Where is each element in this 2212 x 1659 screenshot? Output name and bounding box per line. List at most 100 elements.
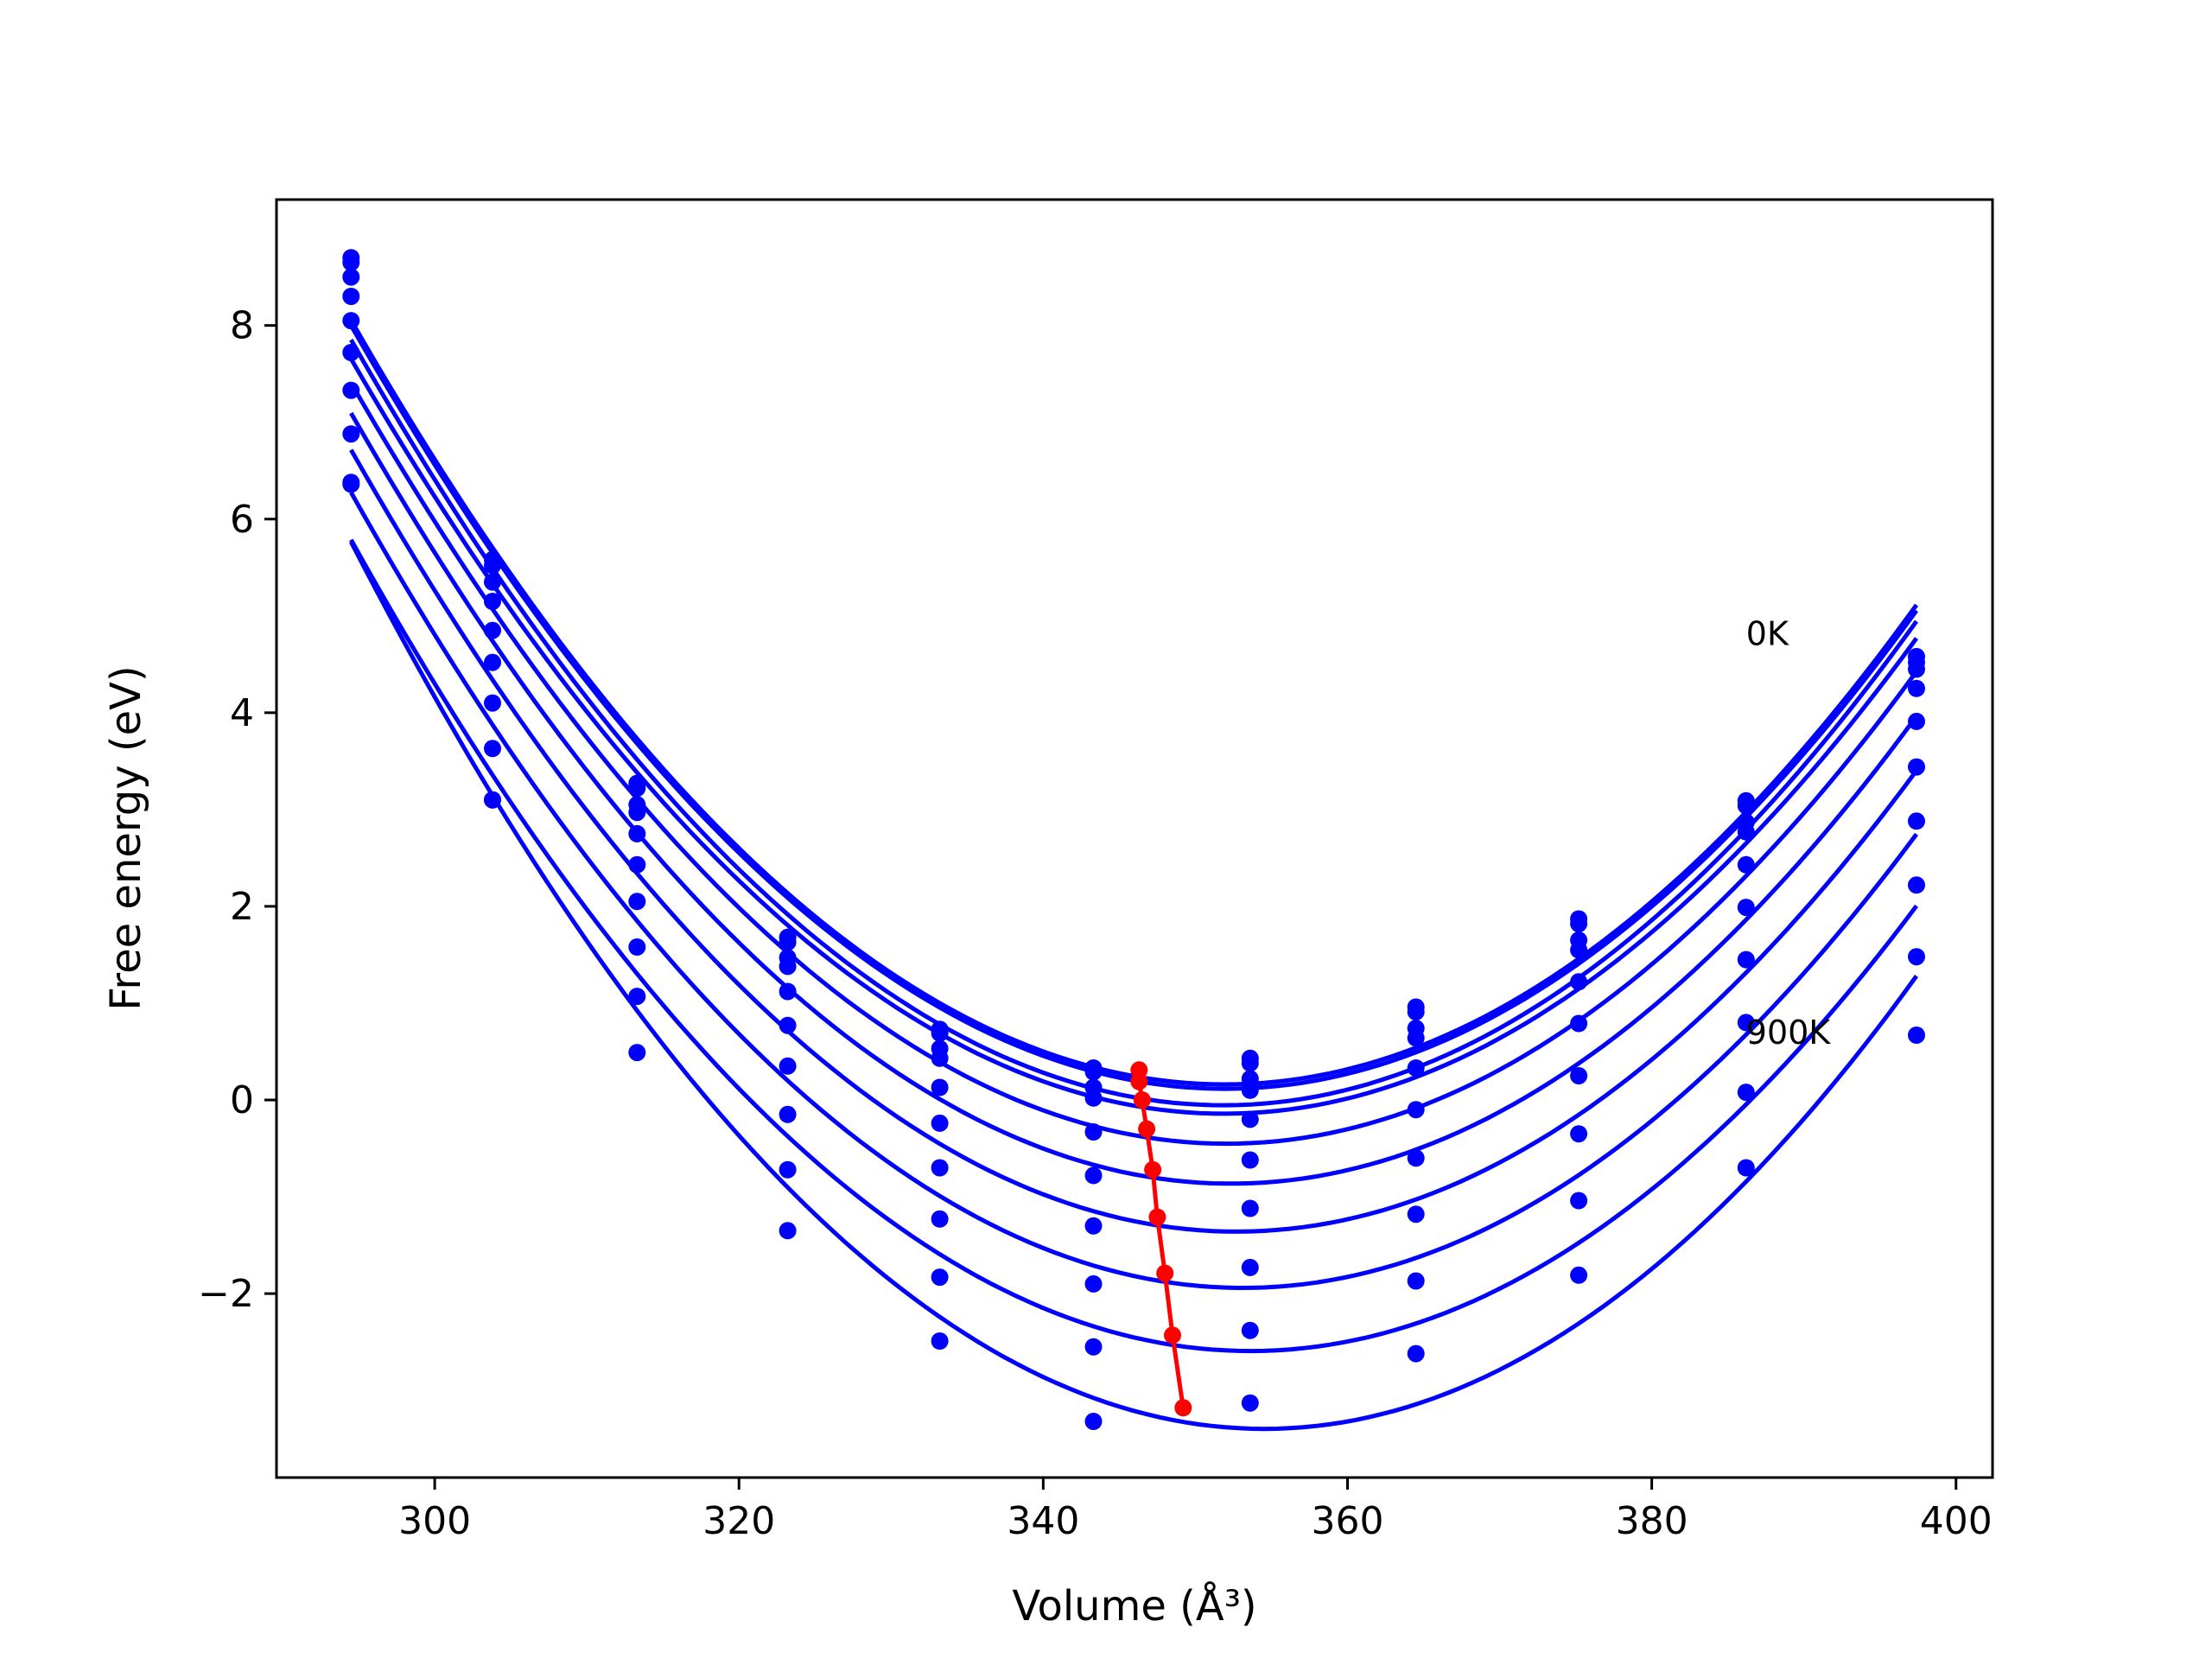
data-point bbox=[484, 653, 501, 671]
data-point bbox=[628, 988, 646, 1006]
points-layer bbox=[342, 249, 1925, 1430]
data-point bbox=[1084, 1166, 1103, 1185]
data-point bbox=[1737, 1159, 1755, 1177]
y-tick-label: 0 bbox=[230, 1078, 254, 1122]
minimum-point bbox=[1133, 1091, 1151, 1109]
data-point bbox=[1241, 1394, 1259, 1412]
data-point bbox=[779, 1160, 797, 1179]
data-point bbox=[628, 824, 646, 842]
data-point bbox=[1407, 1272, 1425, 1290]
data-point bbox=[931, 1114, 949, 1132]
data-point bbox=[484, 556, 501, 575]
curve-annotation: 0K bbox=[1746, 614, 1789, 652]
x-axis-label: Volume (Å³) bbox=[1012, 1581, 1256, 1630]
data-point bbox=[1241, 1151, 1259, 1169]
series-line bbox=[349, 538, 1918, 1354]
data-point bbox=[1407, 1029, 1425, 1047]
data-point bbox=[342, 344, 360, 361]
data-point bbox=[931, 1268, 949, 1287]
y-axis-ticks: 8 6 4 2 0 −2 bbox=[198, 304, 276, 1316]
data-point bbox=[342, 312, 360, 330]
data-point bbox=[1908, 948, 1925, 966]
y-tick-label: −2 bbox=[198, 1272, 254, 1316]
data-point bbox=[1084, 1089, 1103, 1107]
data-point bbox=[1737, 823, 1755, 841]
data-point bbox=[1084, 1123, 1103, 1141]
minimum-point bbox=[1130, 1072, 1148, 1090]
data-point bbox=[779, 957, 797, 976]
data-point bbox=[1737, 855, 1755, 874]
data-point bbox=[628, 804, 646, 822]
data-point bbox=[1407, 1149, 1425, 1167]
data-point bbox=[628, 779, 646, 798]
data-point bbox=[342, 425, 360, 443]
data-point bbox=[1241, 1110, 1259, 1128]
series-line bbox=[349, 491, 1918, 1291]
data-point bbox=[931, 1078, 949, 1096]
plot-frame bbox=[275, 198, 1994, 1479]
x-tick-label: 400 bbox=[1920, 1499, 1993, 1543]
data-point bbox=[1241, 1258, 1259, 1276]
data-point bbox=[1570, 915, 1588, 933]
data-point bbox=[1570, 1125, 1588, 1143]
series-line bbox=[349, 411, 1919, 1186]
data-point bbox=[1570, 1192, 1588, 1210]
x-tick-label: 320 bbox=[702, 1499, 775, 1543]
minima-layer bbox=[1130, 1061, 1192, 1417]
data-point bbox=[628, 855, 646, 874]
data-point bbox=[779, 1057, 797, 1075]
data-point bbox=[1241, 1081, 1259, 1099]
annotations-layer: 0K 900K bbox=[1746, 614, 1832, 1052]
data-point bbox=[1241, 1321, 1259, 1339]
data-point bbox=[779, 1016, 797, 1034]
data-point bbox=[1407, 1059, 1425, 1077]
minimum-point bbox=[1164, 1326, 1181, 1344]
data-point bbox=[1908, 1027, 1925, 1044]
data-point bbox=[779, 933, 797, 951]
data-point bbox=[1737, 1084, 1755, 1102]
data-point bbox=[1908, 660, 1925, 678]
data-point bbox=[342, 475, 360, 493]
data-point bbox=[931, 1332, 949, 1350]
data-point bbox=[931, 1049, 949, 1067]
y-tick-label: 4 bbox=[230, 691, 254, 735]
data-point bbox=[931, 1210, 949, 1228]
series-line bbox=[349, 541, 1919, 1432]
x-tick-label: 340 bbox=[1007, 1499, 1079, 1543]
series-line bbox=[349, 448, 1919, 1234]
data-point bbox=[628, 893, 646, 911]
data-point bbox=[779, 982, 797, 1001]
data-point bbox=[1737, 1014, 1755, 1032]
data-point bbox=[1570, 941, 1588, 959]
data-point bbox=[1084, 1413, 1103, 1430]
x-tick-label: 380 bbox=[1616, 1499, 1688, 1543]
y-tick-label: 8 bbox=[230, 304, 254, 348]
data-point bbox=[342, 268, 360, 286]
minimum-point bbox=[1174, 1399, 1192, 1417]
data-point bbox=[1084, 1338, 1103, 1356]
data-point bbox=[342, 288, 360, 305]
curves-layer bbox=[349, 319, 1919, 1432]
data-point bbox=[1407, 1101, 1425, 1119]
data-point bbox=[342, 253, 360, 271]
data-point bbox=[931, 1159, 949, 1177]
data-point bbox=[628, 1044, 646, 1062]
data-point bbox=[1084, 1274, 1103, 1293]
data-point bbox=[1570, 1067, 1588, 1084]
data-point bbox=[1908, 758, 1925, 776]
data-point bbox=[1737, 899, 1755, 917]
x-tick-label: 360 bbox=[1311, 1499, 1383, 1543]
minimum-point bbox=[1144, 1160, 1162, 1179]
series-line bbox=[349, 358, 1919, 1116]
curve-annotation: 900K bbox=[1746, 1014, 1832, 1052]
data-point bbox=[1570, 1014, 1588, 1033]
data-point bbox=[1908, 712, 1925, 730]
data-point bbox=[1570, 1266, 1588, 1284]
data-point bbox=[1241, 1199, 1259, 1217]
data-point bbox=[1241, 1054, 1259, 1072]
y-tick-label: 2 bbox=[230, 885, 254, 929]
data-point bbox=[779, 1222, 797, 1240]
data-point bbox=[779, 1105, 797, 1123]
data-point bbox=[1407, 1344, 1425, 1363]
